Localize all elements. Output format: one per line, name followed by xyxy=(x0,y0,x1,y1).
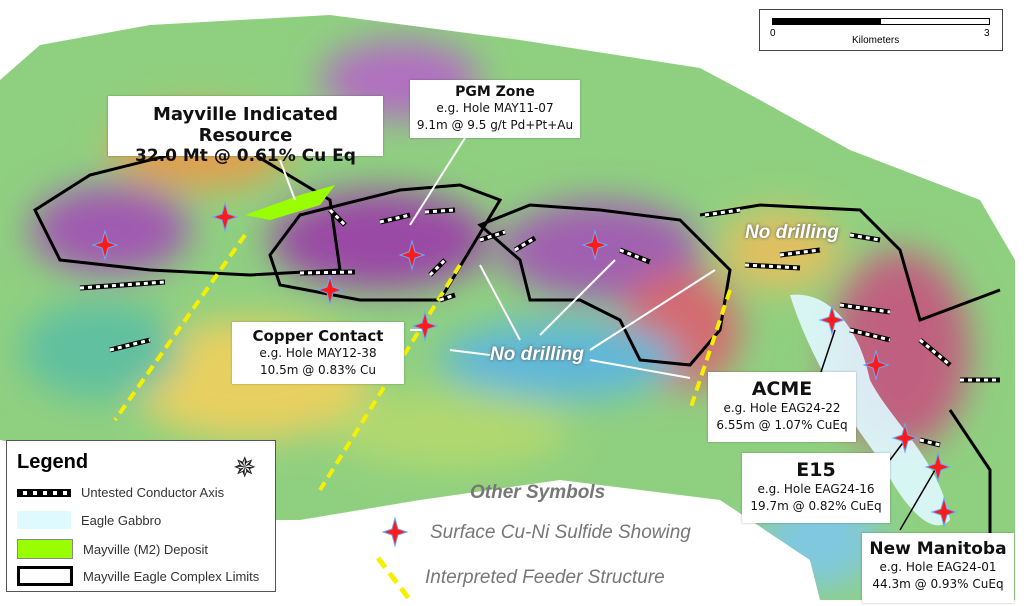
scale-bar: 0 Kilometers 3 xyxy=(759,9,1003,51)
callout-mayville: Mayville Indicated Resource 32.0 Mt @ 0.… xyxy=(108,96,383,166)
callout-acme: ACME e.g. Hole EAG24-22 6.55m @ 1.07% CuE… xyxy=(708,372,856,442)
no-drilling-label: No drilling xyxy=(745,222,839,243)
yellow-dash-icon xyxy=(376,556,412,602)
callout-leaders xyxy=(279,129,716,379)
conductor-axes xyxy=(79,207,1000,448)
callout-pgm: PGM Zone e.g. Hole MAY11-07 9.1m @ 9.5 g/… xyxy=(410,80,580,138)
scale-bar-graphic xyxy=(772,18,990,25)
eagle-gabbro-swatch xyxy=(17,511,71,529)
deposit-swatch xyxy=(17,539,73,559)
other-symbols-title: Other Symbols xyxy=(470,482,606,503)
complex-limits-swatch xyxy=(17,566,73,586)
feeder-structure-label: Interpreted Feeder Structure xyxy=(425,567,665,588)
red-star-icon xyxy=(382,517,408,547)
legend: Legend ✵ Untested Conductor Axis Eagle G… xyxy=(6,440,276,592)
compass-rose-icon: ✵ xyxy=(233,452,257,483)
conductor-axis-swatch xyxy=(17,488,71,497)
eagle-gabbro xyxy=(790,294,950,526)
callout-e15: E15 e.g. Hole EAG24-16 19.7m @ 0.82% CuEq xyxy=(742,453,890,523)
mayville-deposit xyxy=(245,185,335,220)
surface-showing-label: Surface Cu-Ni Sulfide Showing xyxy=(430,522,691,543)
callout-new-manitoba: New Manitoba e.g. Hole EAG24-01 44.3m @ 0… xyxy=(862,533,1014,603)
callout-copper: Copper Contact e.g. Hole MAY12-38 10.5m @… xyxy=(232,322,404,384)
no-drilling-label: No drilling xyxy=(490,344,584,365)
